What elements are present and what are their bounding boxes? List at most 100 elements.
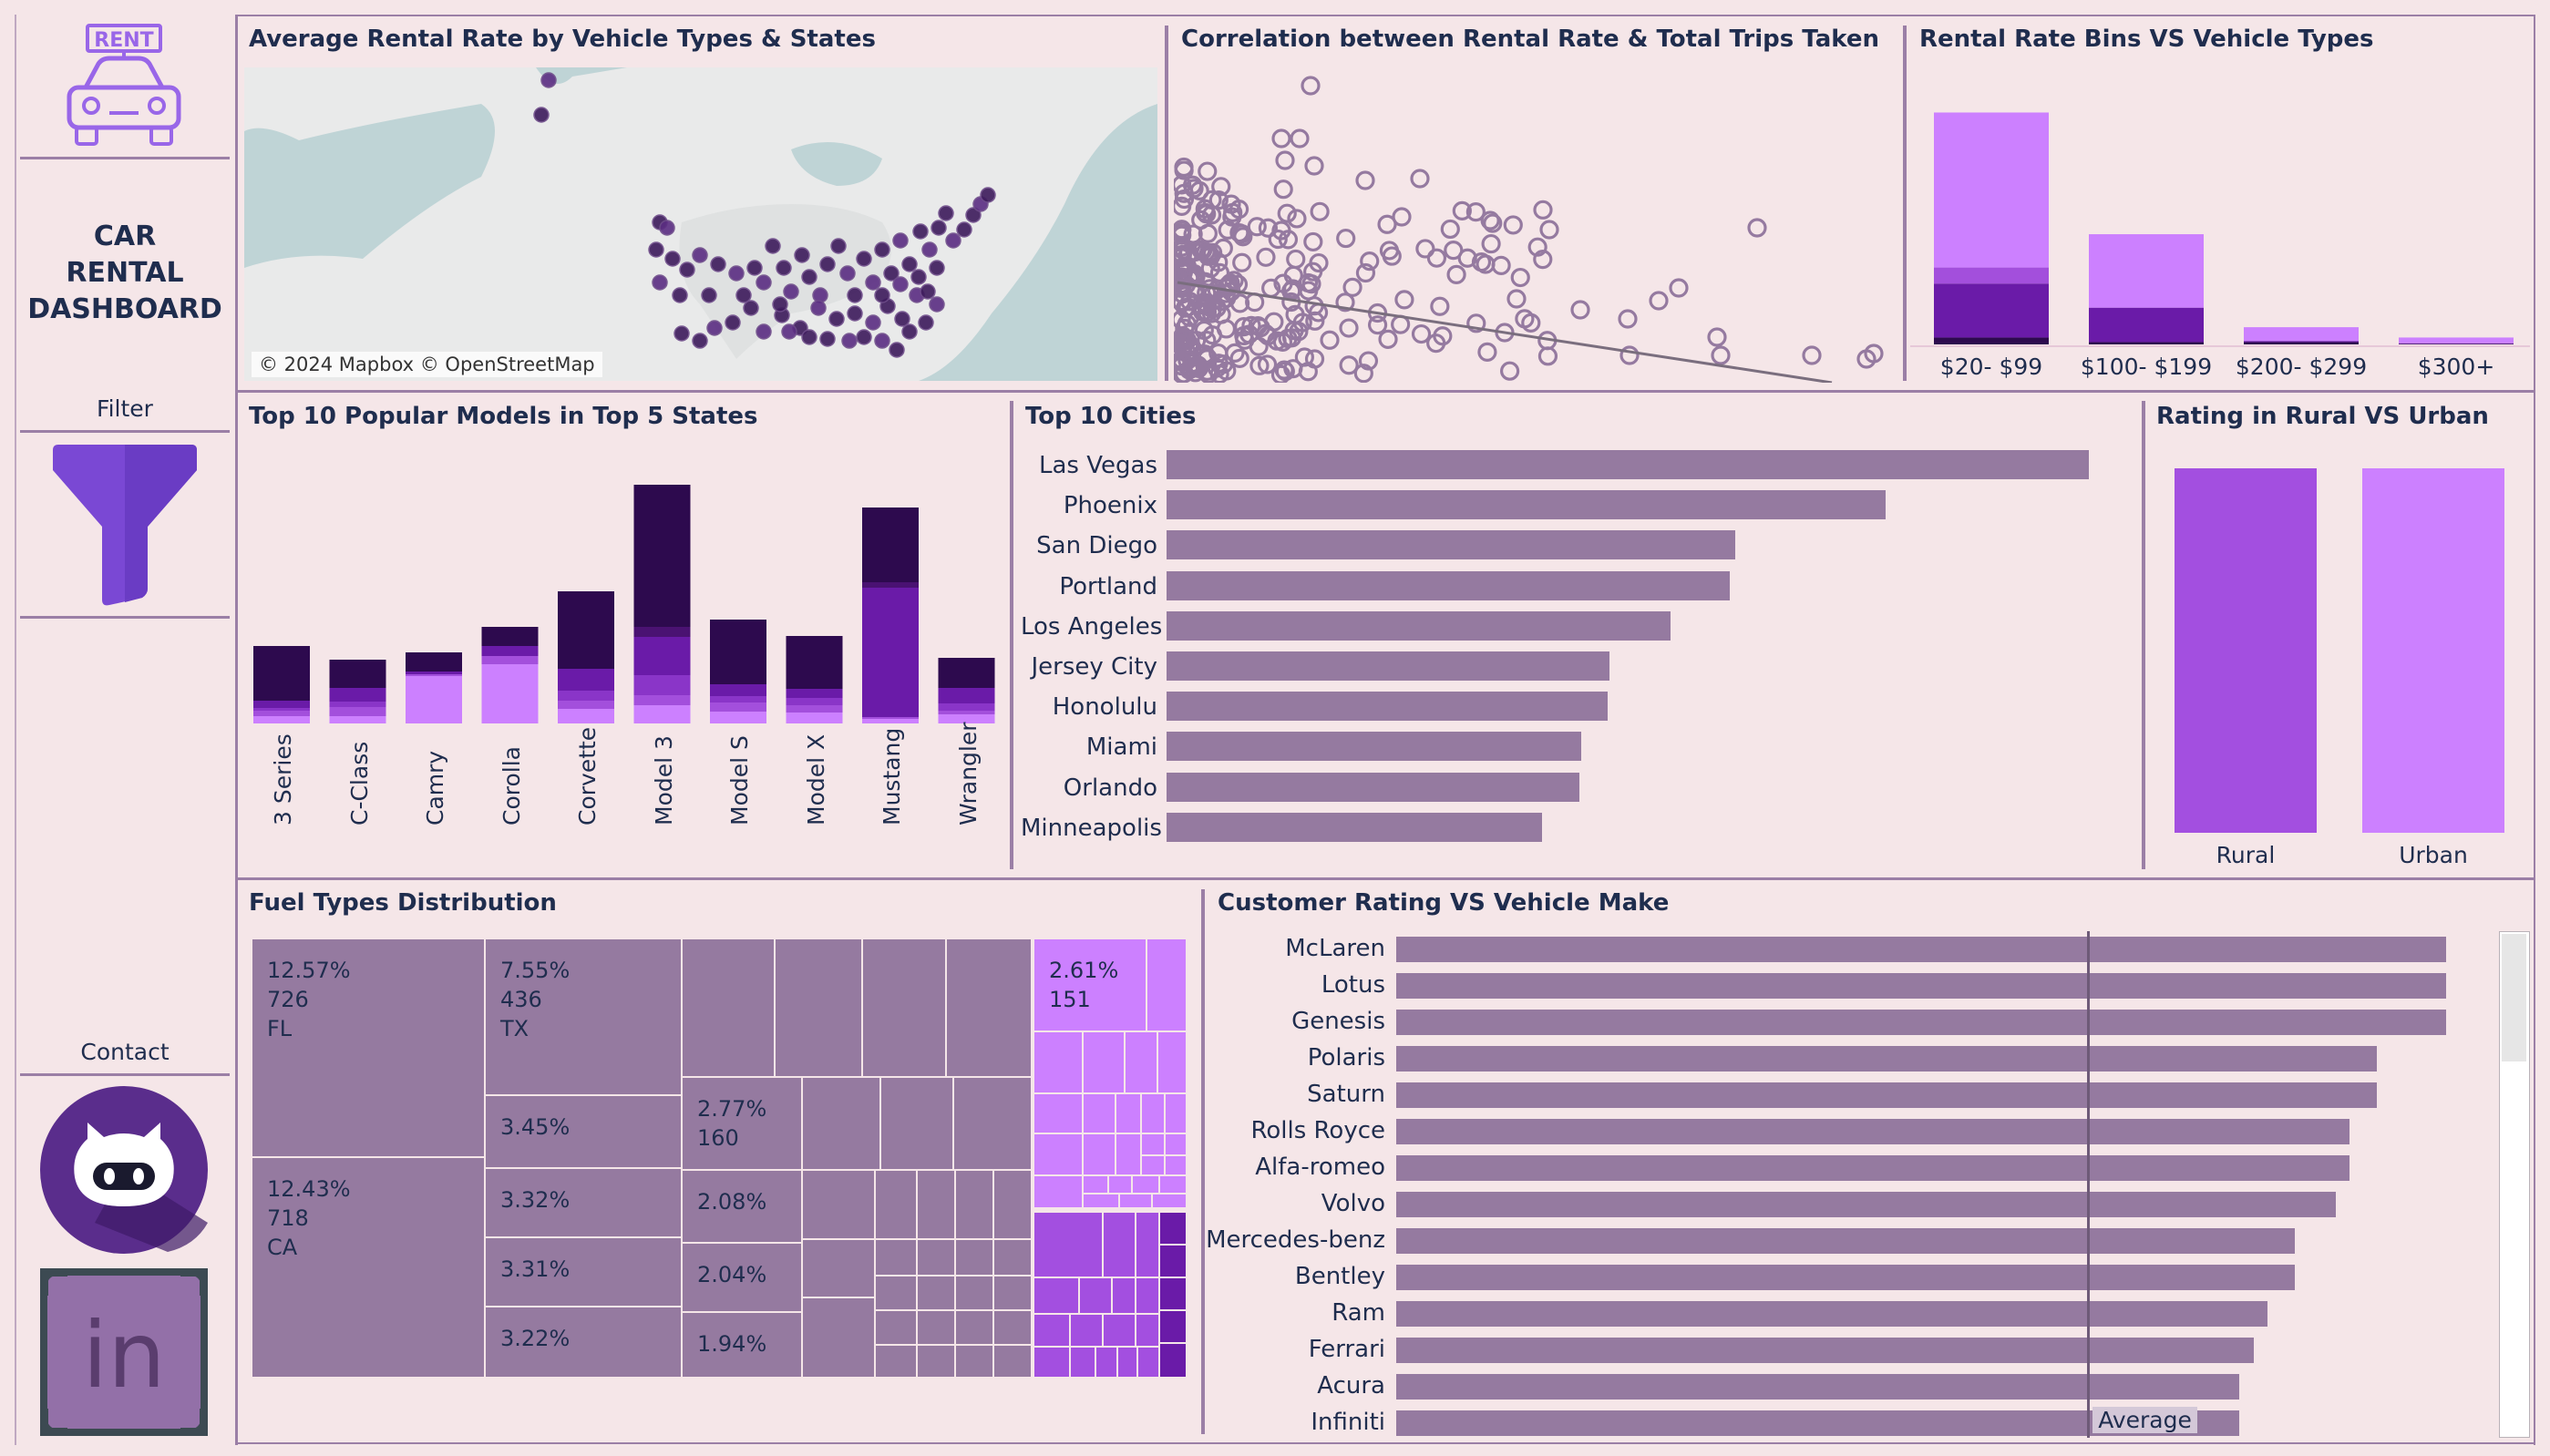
models-bar-segment[interactable] <box>253 708 310 711</box>
make-bar[interactable] <box>1396 1338 2254 1363</box>
github-button[interactable] <box>40 1086 208 1254</box>
cities-bar[interactable] <box>1167 530 1736 560</box>
scatter-point[interactable] <box>1864 343 1884 364</box>
scatter-point[interactable] <box>1301 76 1321 96</box>
treemap-cell[interactable] <box>1033 1212 1103 1277</box>
models-bar-segment[interactable] <box>786 705 843 713</box>
map-point[interactable] <box>776 260 792 276</box>
treemap-cell[interactable]: 7.55% 436 TX <box>485 938 682 1095</box>
models-bar-segment[interactable] <box>786 713 843 723</box>
map-point[interactable] <box>847 305 863 322</box>
models-bar-segment[interactable] <box>481 656 539 664</box>
scatter-point[interactable] <box>1225 343 1245 363</box>
map-point[interactable] <box>889 342 905 358</box>
scatter-point[interactable] <box>1506 289 1527 309</box>
scatter-point[interactable] <box>1483 213 1503 233</box>
map-point[interactable] <box>912 223 929 240</box>
treemap-cell[interactable] <box>953 1077 1032 1170</box>
scatter-point[interactable] <box>1669 278 1689 298</box>
cities-bar[interactable] <box>1167 692 1608 722</box>
scatter-point[interactable] <box>1465 202 1486 222</box>
map-point[interactable] <box>533 107 550 123</box>
treemap-cell[interactable] <box>1157 1031 1187 1093</box>
treemap-cell[interactable] <box>993 1239 1032 1276</box>
scatter-point[interactable] <box>1198 223 1218 243</box>
treemap-cell[interactable] <box>955 1310 993 1345</box>
bins-bar-segment[interactable] <box>1934 112 2049 268</box>
models-bar-segment[interactable] <box>862 717 919 719</box>
make-scrollbar[interactable] <box>2499 931 2530 1438</box>
map-point[interactable] <box>810 300 827 316</box>
scatter-point[interactable] <box>1503 215 1523 235</box>
make-bar[interactable] <box>1396 973 2446 999</box>
models-bar-segment[interactable] <box>938 688 995 703</box>
bins-bar-segment[interactable] <box>2244 341 2359 343</box>
treemap-cell[interactable] <box>1165 1133 1187 1155</box>
models-bar-segment[interactable] <box>329 688 386 702</box>
map-attribution[interactable]: © 2024 Mapbox © OpenStreetMap <box>252 352 602 377</box>
map-point[interactable] <box>735 287 752 303</box>
scatter-point[interactable] <box>1500 361 1520 381</box>
models-bar-segment[interactable] <box>481 664 539 723</box>
scatter-point[interactable] <box>1198 348 1218 368</box>
bins-bar-segment[interactable] <box>1934 267 2049 284</box>
bins-bar-segment[interactable] <box>2089 342 2204 344</box>
treemap-cell[interactable] <box>875 1239 917 1276</box>
treemap-cell[interactable] <box>946 938 1032 1077</box>
map-point[interactable] <box>673 325 690 342</box>
cities-bar[interactable] <box>1167 570 1731 600</box>
scatter-point[interactable] <box>1440 219 1460 240</box>
treemap-cell[interactable] <box>1083 1133 1116 1175</box>
models-bar-segment[interactable] <box>558 701 614 709</box>
scatter-point[interactable] <box>1510 267 1530 288</box>
scatter-point[interactable] <box>1533 200 1553 220</box>
models-bar-segment[interactable] <box>558 591 614 669</box>
scatter-point[interactable] <box>1275 150 1295 170</box>
scatter-point[interactable] <box>1213 238 1233 258</box>
map-point[interactable] <box>706 320 723 336</box>
models-bar-segment[interactable] <box>406 674 462 676</box>
scatter-point[interactable] <box>1305 311 1325 331</box>
scatter-point[interactable] <box>1411 323 1432 344</box>
map-point[interactable] <box>931 220 947 236</box>
models-bar-segment[interactable] <box>633 675 691 695</box>
map-point[interactable] <box>692 333 708 349</box>
scatter-point[interactable] <box>1537 346 1558 366</box>
map-point[interactable] <box>980 187 996 203</box>
treemap-cell[interactable] <box>993 1276 1032 1310</box>
treemap-cell[interactable] <box>1033 1314 1070 1347</box>
treemap-cell[interactable] <box>1137 1347 1159 1378</box>
treemap-cell[interactable] <box>802 1170 875 1239</box>
scatter-point[interactable] <box>1649 291 1669 311</box>
models-bar-segment[interactable] <box>481 627 539 646</box>
treemap-cell[interactable] <box>1146 938 1187 1031</box>
scatter-point[interactable] <box>1304 156 1324 176</box>
scatter-point[interactable] <box>1747 218 1767 238</box>
scatter-point[interactable] <box>1481 233 1501 254</box>
models-bar-segment[interactable] <box>786 698 843 705</box>
treemap-cell[interactable] <box>1152 1194 1187 1208</box>
scatter-point[interactable] <box>1444 241 1464 261</box>
models-bar-segment[interactable] <box>253 701 310 708</box>
map-point[interactable] <box>765 238 781 254</box>
bins-chart[interactable] <box>1910 66 2530 385</box>
scatter-point[interactable] <box>1174 196 1192 216</box>
rural-bar[interactable] <box>2362 468 2504 833</box>
scatter-point[interactable] <box>1339 355 1359 375</box>
scatter-point[interactable] <box>1466 313 1486 333</box>
scatter-point[interactable] <box>1336 228 1356 249</box>
scatter-point[interactable] <box>1216 319 1237 339</box>
scatter-point[interactable] <box>1707 327 1727 347</box>
models-bar-segment[interactable] <box>329 660 386 688</box>
make-bar[interactable] <box>1396 1301 2267 1327</box>
treemap-cell[interactable] <box>1033 1347 1070 1378</box>
map-point[interactable] <box>652 274 668 291</box>
scatter-point[interactable] <box>1278 328 1298 349</box>
scatter-point[interactable] <box>1277 203 1297 223</box>
models-bar-segment[interactable] <box>558 709 614 723</box>
models-bar-segment[interactable] <box>710 696 766 702</box>
treemap-cell[interactable] <box>993 1345 1032 1378</box>
make-bar[interactable] <box>1396 1374 2240 1400</box>
cities-bar[interactable] <box>1167 450 2089 479</box>
map-point[interactable] <box>728 265 745 282</box>
